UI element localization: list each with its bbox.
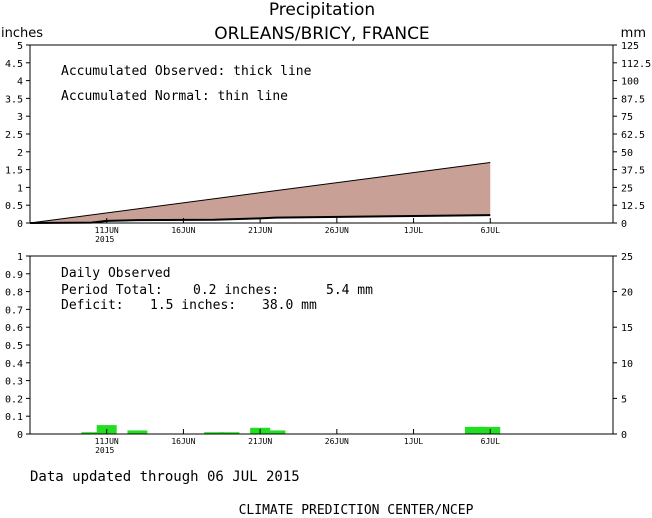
- deficit-inches: 1.5 inches:: [150, 298, 236, 313]
- left-y-tick-label: 0.5: [5, 201, 23, 212]
- x-tick-label: 1JUL: [404, 226, 423, 235]
- left-y-tick-label: 0: [17, 430, 23, 441]
- daily-precip-bar: [219, 432, 240, 434]
- left-y-tick-label: 0.4: [5, 359, 23, 370]
- right-y-tick-label: 0: [621, 219, 627, 230]
- x-tick-label: 6JUL: [481, 437, 500, 446]
- x-tick-label: 1JUL: [404, 437, 423, 446]
- data-updated-note: Data updated through 06 JUL 2015: [30, 469, 300, 485]
- left-y-tick-label: 1: [17, 183, 23, 194]
- period-total-inches: 0.2 inches:: [193, 283, 279, 298]
- right-y-tick-label: 100: [621, 77, 639, 88]
- x-tick-label: 6JUL: [481, 226, 500, 235]
- period-total-label: Period Total:: [61, 283, 163, 298]
- right-unit-label: mm: [621, 26, 646, 41]
- right-y-tick-label: 10: [621, 359, 633, 370]
- left-unit-label: inches: [1, 26, 43, 41]
- left-y-tick-label: 0.8: [5, 288, 23, 299]
- left-y-tick-label: 2.5: [5, 130, 23, 141]
- right-y-tick-label: 62.5: [621, 130, 645, 141]
- legend-normal: Accumulated Normal: thin line: [61, 89, 288, 104]
- accumulated-area-layer: [29, 161, 491, 224]
- daily-bar-layer: [81, 425, 501, 434]
- left-y-tick-label: 1.5: [5, 166, 23, 177]
- right-y-tick-label: 0: [621, 430, 627, 441]
- left-y-tick-label: 3.5: [5, 94, 23, 105]
- x-tick-label: 16JUN: [171, 226, 195, 235]
- period-total-mm: 5.4 mm: [326, 283, 373, 298]
- x-tick-label: 11JUN: [95, 437, 119, 446]
- x-tick-label: 11JUN: [95, 226, 119, 235]
- chart-subtitle: ORLEANS/BRICY, FRANCE: [214, 24, 429, 44]
- left-y-tick-label: 0.1: [5, 412, 23, 423]
- right-y-tick-label: 75: [621, 112, 633, 123]
- credit-line: CLIMATE PREDICTION CENTER/NCEP: [239, 503, 474, 518]
- chart-title: Precipitation: [269, 0, 375, 20]
- right-y-tick-label: 15: [621, 323, 633, 334]
- left-y-tick-label: 0.9: [5, 270, 23, 281]
- left-y-tick-label: 0.2: [5, 394, 23, 405]
- daily-precip-bar: [464, 426, 485, 434]
- left-y-tick-label: 5: [17, 41, 23, 52]
- right-y-tick-label: 5: [621, 394, 627, 405]
- accumulated-observed-line: [29, 214, 491, 224]
- x-tick-label: 16JUN: [171, 437, 195, 446]
- left-y-tick-label: 4: [17, 77, 23, 88]
- x-tick-year-label: 2015: [95, 446, 114, 455]
- left-y-tick-label: 0.5: [5, 341, 23, 352]
- daily-precip-bar: [127, 430, 148, 434]
- right-y-tick-label: 112.5: [621, 59, 651, 70]
- left-y-tick-label: 2: [17, 148, 23, 159]
- accumulated-panel: 00.511.522.533.544.55012.52537.55062.575…: [5, 41, 651, 244]
- left-y-tick-label: 0: [17, 219, 23, 230]
- deficit-mm: 38.0 mm: [262, 298, 317, 313]
- right-y-tick-label: 12.5: [621, 201, 645, 212]
- right-y-tick-label: 87.5: [621, 94, 645, 105]
- right-y-tick-label: 25: [621, 183, 633, 194]
- daily-title: Daily Observed: [61, 266, 171, 281]
- right-y-tick-label: 50: [621, 148, 633, 159]
- left-y-tick-label: 0.6: [5, 323, 23, 334]
- left-y-tick-label: 3: [17, 112, 23, 123]
- right-y-tick-label: 20: [621, 288, 633, 299]
- daily-precip-bar: [81, 432, 102, 434]
- x-tick-label: 26JUN: [325, 226, 349, 235]
- x-tick-label: 21JUN: [248, 437, 272, 446]
- left-y-tick-label: 1: [17, 252, 23, 263]
- left-y-tick-label: 0.7: [5, 305, 23, 316]
- left-y-tick-label: 0.3: [5, 377, 23, 388]
- right-y-tick-label: 37.5: [621, 166, 645, 177]
- accumulated-normal-line: [29, 161, 491, 224]
- daily-panel: 00.10.20.30.40.50.60.70.80.9105101520251…: [5, 252, 633, 455]
- right-y-tick-label: 25: [621, 252, 633, 263]
- daily-precip-bar: [204, 432, 225, 434]
- legend-observed: Accumulated Observed: thick line: [61, 64, 312, 79]
- x-tick-label: 26JUN: [325, 437, 349, 446]
- x-tick-label: 21JUN: [248, 226, 272, 235]
- x-tick-year-label: 2015: [95, 235, 114, 244]
- right-y-tick-label: 125: [621, 41, 639, 52]
- left-y-tick-label: 4.5: [5, 59, 23, 70]
- accumulated-axis-ticks: 00.511.522.533.544.55012.52537.55062.575…: [5, 41, 651, 244]
- deficit-label: Deficit:: [61, 298, 124, 313]
- daily-precip-bar: [265, 430, 286, 434]
- daily-axis-ticks: 00.10.20.30.40.50.60.70.80.9105101520251…: [5, 252, 633, 455]
